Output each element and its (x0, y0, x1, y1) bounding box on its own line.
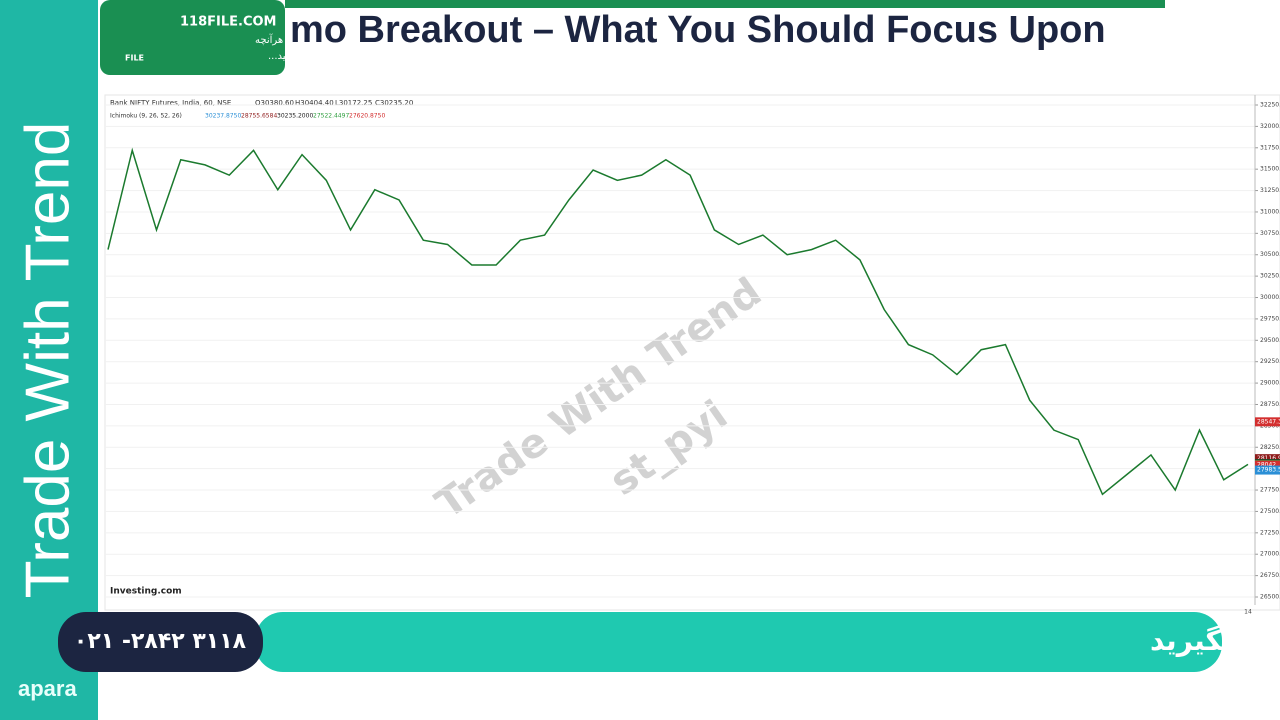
price-tag (1255, 460, 1280, 470)
y-tick-label: 29000.00 (1260, 380, 1280, 387)
top-bar (285, 0, 1165, 8)
banner-phone: ۰۲۱ -۲۸۴۲ ۳۱۱۸ (74, 629, 247, 654)
y-tick-label: 29500.00 (1260, 337, 1280, 344)
ohlc-value: L30172.25 (335, 99, 372, 107)
banner-message: جهت دریافت نسخه کامل این دوره آموزشی با … (1150, 623, 1280, 657)
y-tick-label: 26500.00 (1260, 594, 1280, 601)
y-tick-label: 30000.00 (1260, 294, 1280, 301)
logo-box (100, 0, 285, 75)
y-tick-label: 28250.00 (1260, 444, 1280, 451)
price-line (107, 147, 1249, 496)
side-text: Trade With Trend (13, 122, 82, 599)
side-strip (0, 0, 98, 720)
ohlc-value: C30235.20 (375, 99, 413, 107)
indicator-value: 28755.6584 (241, 113, 277, 120)
indicator-value: 30235.2000 (277, 113, 313, 120)
y-tick-label: 29250.00 (1260, 358, 1280, 365)
price-tag-label: 28042 (1257, 462, 1276, 469)
price-tag-label: 28116.9 (1257, 455, 1280, 462)
page-title: mo Breakout – What You Should Focus Upon (290, 9, 1106, 51)
indicator-value: 30237.8750 (205, 113, 241, 120)
y-tick-label: 29750.00 (1260, 315, 1280, 322)
banner (255, 612, 1222, 672)
phone-box (58, 612, 263, 672)
price-tag-label: 27983.52 (1257, 467, 1280, 474)
ohlc-value: O30380.60 (255, 99, 294, 107)
y-tick-label: 30750.00 (1260, 230, 1280, 237)
indicator-value: 27620.8750 (349, 113, 385, 120)
y-tick-label: 26750.00 (1260, 572, 1280, 579)
y-tick-label: 31250.00 (1260, 187, 1280, 194)
logo-tagline: میخواهید... (268, 51, 314, 62)
price-tag-label: 28547.35 (1257, 418, 1280, 425)
chart-title: Bank NIFTY Futures, India, 60, NSE (110, 99, 231, 107)
chart-source: Investing.com (110, 587, 182, 597)
y-tick-label: 27250.00 (1260, 529, 1280, 536)
price-tag (1255, 465, 1280, 475)
indicator-value: 27522.4497 (313, 113, 349, 120)
corner-text: apara (18, 676, 77, 701)
y-tick-label: 32250.00 (1260, 102, 1280, 109)
logo-tagline: هرآنچه (255, 33, 283, 46)
y-tick-label: 30500.00 (1260, 251, 1280, 258)
y-tick-label: 28750.00 (1260, 401, 1280, 408)
chart-frame (104, 94, 1280, 611)
indicator-name: Ichimoku (9, 26, 52, 26) (110, 113, 182, 120)
y-tick-label: 31000.00 (1260, 208, 1280, 215)
y-tick-label: 31750.00 (1260, 144, 1280, 151)
y-tick-label: 32000.00 (1260, 123, 1280, 130)
price-tag (1255, 454, 1280, 464)
y-tick-label: 31500.00 (1260, 166, 1280, 173)
y-tick-label: 27000.00 (1260, 551, 1280, 558)
ohlc-value: H30404.40 (295, 99, 334, 107)
logo-mark: FILE (125, 54, 144, 63)
y-tick-label: 27750.00 (1260, 487, 1280, 494)
price-tag (1255, 417, 1280, 427)
x-tick-label: 14 (1244, 609, 1252, 616)
logo-site: 118FILE.COM (180, 15, 276, 30)
y-tick-label: 30250.00 (1260, 273, 1280, 280)
y-tick-label: 27500.00 (1260, 508, 1280, 515)
